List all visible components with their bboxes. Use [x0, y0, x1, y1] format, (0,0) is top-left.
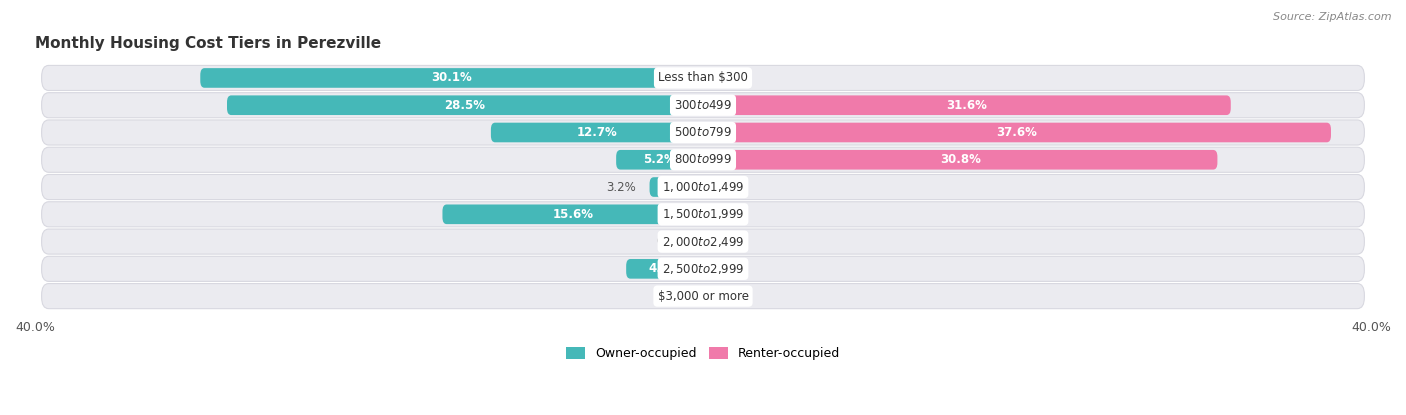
FancyBboxPatch shape [42, 174, 1364, 200]
FancyBboxPatch shape [626, 259, 703, 278]
Text: $1,500 to $1,999: $1,500 to $1,999 [662, 208, 744, 221]
Text: 0.0%: 0.0% [720, 71, 749, 84]
Text: 28.5%: 28.5% [444, 99, 485, 112]
FancyBboxPatch shape [703, 123, 1331, 142]
Text: 0.0%: 0.0% [720, 235, 749, 248]
Text: $2,000 to $2,499: $2,000 to $2,499 [662, 234, 744, 249]
Text: 15.6%: 15.6% [553, 208, 593, 221]
FancyBboxPatch shape [42, 283, 1364, 309]
Text: 0.0%: 0.0% [720, 262, 749, 275]
Text: $500 to $799: $500 to $799 [673, 126, 733, 139]
Text: $1,000 to $1,499: $1,000 to $1,499 [662, 180, 744, 194]
Text: Less than $300: Less than $300 [658, 71, 748, 84]
Text: 12.7%: 12.7% [576, 126, 617, 139]
FancyBboxPatch shape [650, 177, 703, 197]
FancyBboxPatch shape [42, 120, 1364, 145]
Text: 31.6%: 31.6% [946, 99, 987, 112]
Text: 37.6%: 37.6% [997, 126, 1038, 139]
FancyBboxPatch shape [703, 95, 1230, 115]
FancyBboxPatch shape [703, 150, 1218, 170]
Text: $300 to $499: $300 to $499 [673, 99, 733, 112]
Text: 3.2%: 3.2% [606, 181, 636, 193]
FancyBboxPatch shape [42, 93, 1364, 118]
FancyBboxPatch shape [42, 229, 1364, 254]
Text: 0.0%: 0.0% [657, 290, 686, 303]
Text: 0.0%: 0.0% [720, 208, 749, 221]
Text: 4.6%: 4.6% [648, 262, 681, 275]
Text: $800 to $999: $800 to $999 [673, 153, 733, 166]
FancyBboxPatch shape [42, 66, 1364, 90]
Text: 5.2%: 5.2% [643, 153, 676, 166]
Text: $2,500 to $2,999: $2,500 to $2,999 [662, 262, 744, 276]
FancyBboxPatch shape [42, 202, 1364, 227]
FancyBboxPatch shape [491, 123, 703, 142]
FancyBboxPatch shape [616, 150, 703, 170]
FancyBboxPatch shape [200, 68, 703, 88]
Text: 0.0%: 0.0% [657, 235, 686, 248]
Text: 0.0%: 0.0% [720, 181, 749, 193]
Text: $3,000 or more: $3,000 or more [658, 290, 748, 303]
Text: 30.8%: 30.8% [939, 153, 980, 166]
FancyBboxPatch shape [42, 147, 1364, 172]
Text: 0.0%: 0.0% [720, 290, 749, 303]
Text: Source: ZipAtlas.com: Source: ZipAtlas.com [1274, 12, 1392, 22]
Legend: Owner-occupied, Renter-occupied: Owner-occupied, Renter-occupied [561, 342, 845, 365]
Text: Monthly Housing Cost Tiers in Perezville: Monthly Housing Cost Tiers in Perezville [35, 36, 381, 51]
Text: 30.1%: 30.1% [432, 71, 472, 84]
FancyBboxPatch shape [226, 95, 703, 115]
FancyBboxPatch shape [443, 205, 703, 224]
FancyBboxPatch shape [42, 256, 1364, 281]
